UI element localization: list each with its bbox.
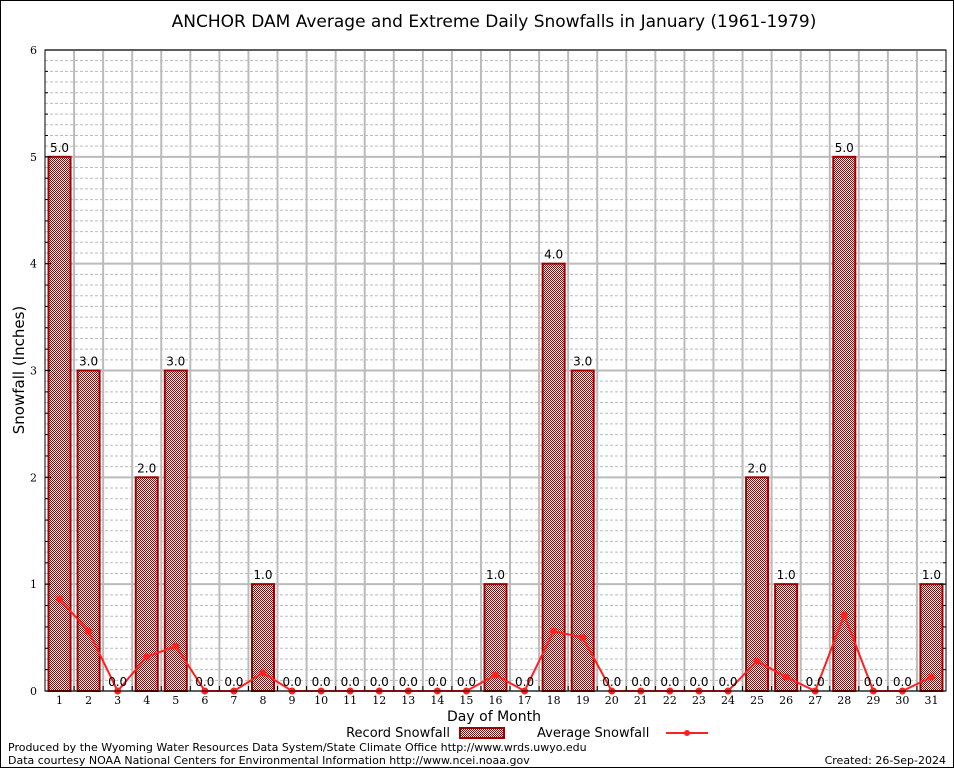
- bar-value-label: 0.0: [631, 675, 650, 689]
- record-bar: [541, 262, 566, 692]
- x-tick-label: 5: [172, 694, 179, 707]
- bar-value-label: 3.0: [79, 355, 98, 369]
- x-tick-label: 2: [85, 694, 92, 707]
- average-point: [259, 669, 267, 677]
- y-tick-label: 4: [30, 258, 37, 271]
- bar-value-label: 0.0: [515, 675, 534, 689]
- bar-value-label: 1.0: [253, 568, 272, 582]
- bar-value-label: 0.0: [224, 675, 243, 689]
- bar-value-label: 2.0: [748, 461, 767, 475]
- x-tick-label: 24: [721, 694, 735, 707]
- y-tick-label: 5: [30, 151, 37, 164]
- footer-created: Created: 26-Sep-2024: [824, 754, 946, 767]
- y-tick-label: 1: [30, 578, 37, 591]
- bar-value-label: 5.0: [50, 141, 69, 155]
- bar-value-label: 0.0: [806, 675, 825, 689]
- footer-courtesy: Data courtesy NOAA National Centers for …: [8, 754, 530, 767]
- bar-value-label: 0.0: [660, 675, 679, 689]
- x-tick-label: 15: [459, 694, 473, 707]
- x-tick-label: 19: [576, 694, 590, 707]
- bar-value-label: 0.0: [428, 675, 447, 689]
- y-tick-label: 2: [30, 471, 37, 484]
- x-tick-label: 3: [114, 694, 121, 707]
- y-tick-label: 0: [30, 685, 37, 698]
- bar-value-label: 0.0: [689, 675, 708, 689]
- bar-value-label: 5.0: [835, 141, 854, 155]
- x-tick-label: 16: [489, 694, 503, 707]
- average-point: [143, 653, 151, 661]
- bar-value-label: 0.0: [893, 675, 912, 689]
- bar-value-label: 0.0: [108, 675, 127, 689]
- x-tick-label: 27: [808, 694, 822, 707]
- x-tick-label: 12: [372, 694, 386, 707]
- bar-value-label: 0.0: [718, 675, 737, 689]
- bar-value-label: 3.0: [166, 355, 185, 369]
- x-tick-label: 10: [314, 694, 328, 707]
- x-tick-label: 6: [201, 694, 208, 707]
- bar-value-label: 0.0: [312, 675, 331, 689]
- chart-title: ANCHOR DAM Average and Extreme Daily Sno…: [172, 12, 817, 32]
- bar-value-label: 0.0: [399, 675, 418, 689]
- y-axis-label: Snowfall (Inches): [10, 306, 28, 434]
- record-bar: [832, 155, 857, 693]
- bar-value-label: 3.0: [573, 355, 592, 369]
- bar-value-label: 0.0: [370, 675, 389, 689]
- x-tick-label: 8: [259, 694, 266, 707]
- x-tick-label: 1: [56, 694, 63, 707]
- average-point: [85, 627, 93, 635]
- average-point: [492, 671, 499, 679]
- x-tick-label: 30: [895, 694, 909, 707]
- bar-value-label: 1.0: [777, 568, 796, 582]
- bar-value-label: 0.0: [602, 675, 621, 689]
- y-tick-label: 3: [30, 365, 37, 378]
- x-tick-label: 29: [866, 694, 880, 707]
- y-tick-label: 6: [30, 44, 37, 57]
- bar-value-label: 1.0: [922, 568, 941, 582]
- legend-average-marker: [684, 730, 690, 736]
- bar-value-label: 1.0: [486, 568, 505, 582]
- legend: Record Snowfall Average Snowfall: [346, 726, 708, 741]
- x-tick-label: 18: [547, 694, 561, 707]
- x-tick-label: 28: [837, 694, 851, 707]
- bar-value-label: 0.0: [195, 675, 214, 689]
- average-point: [753, 657, 761, 665]
- bar-value-label: 0.0: [341, 675, 360, 689]
- record-bar: [76, 369, 101, 692]
- x-tick-label: 17: [518, 694, 532, 707]
- x-tick-label: 4: [143, 694, 150, 707]
- bar-value-label: 0.0: [283, 675, 302, 689]
- x-tick-label: 9: [289, 694, 296, 707]
- x-tick-label: 26: [779, 694, 793, 707]
- x-tick-label: 25: [750, 694, 764, 707]
- bar-value-label: 2.0: [137, 461, 156, 475]
- legend-record-label: Record Snowfall: [346, 726, 450, 741]
- average-point: [782, 673, 790, 681]
- average-point: [172, 642, 180, 650]
- average-point: [550, 627, 558, 635]
- x-tick-label: 11: [343, 694, 357, 707]
- bar-value-label: 0.0: [864, 675, 883, 689]
- record-bar: [47, 155, 72, 693]
- x-tick-label: 21: [634, 694, 648, 707]
- x-axis-label: Day of Month: [447, 709, 541, 725]
- average-point: [579, 634, 587, 642]
- x-tick-label: 22: [663, 694, 677, 707]
- x-tick-label: 14: [430, 694, 444, 707]
- x-tick-label: 23: [692, 694, 706, 707]
- x-tick-label: 31: [924, 694, 938, 707]
- record-bar: [570, 369, 595, 692]
- average-point: [56, 595, 64, 603]
- legend-average-label: Average Snowfall: [537, 726, 649, 741]
- x-tick-label: 20: [605, 694, 619, 707]
- bar-value-label: 0.0: [457, 675, 476, 689]
- average-point: [840, 611, 848, 619]
- legend-record-swatch: [459, 727, 505, 739]
- x-tick-label: 13: [401, 694, 415, 707]
- bar-value-label: 4.0: [544, 248, 563, 262]
- x-tick-label: 7: [230, 694, 237, 707]
- footer-produced: Produced by the Wyoming Water Resources …: [8, 741, 587, 754]
- average-point: [927, 673, 935, 681]
